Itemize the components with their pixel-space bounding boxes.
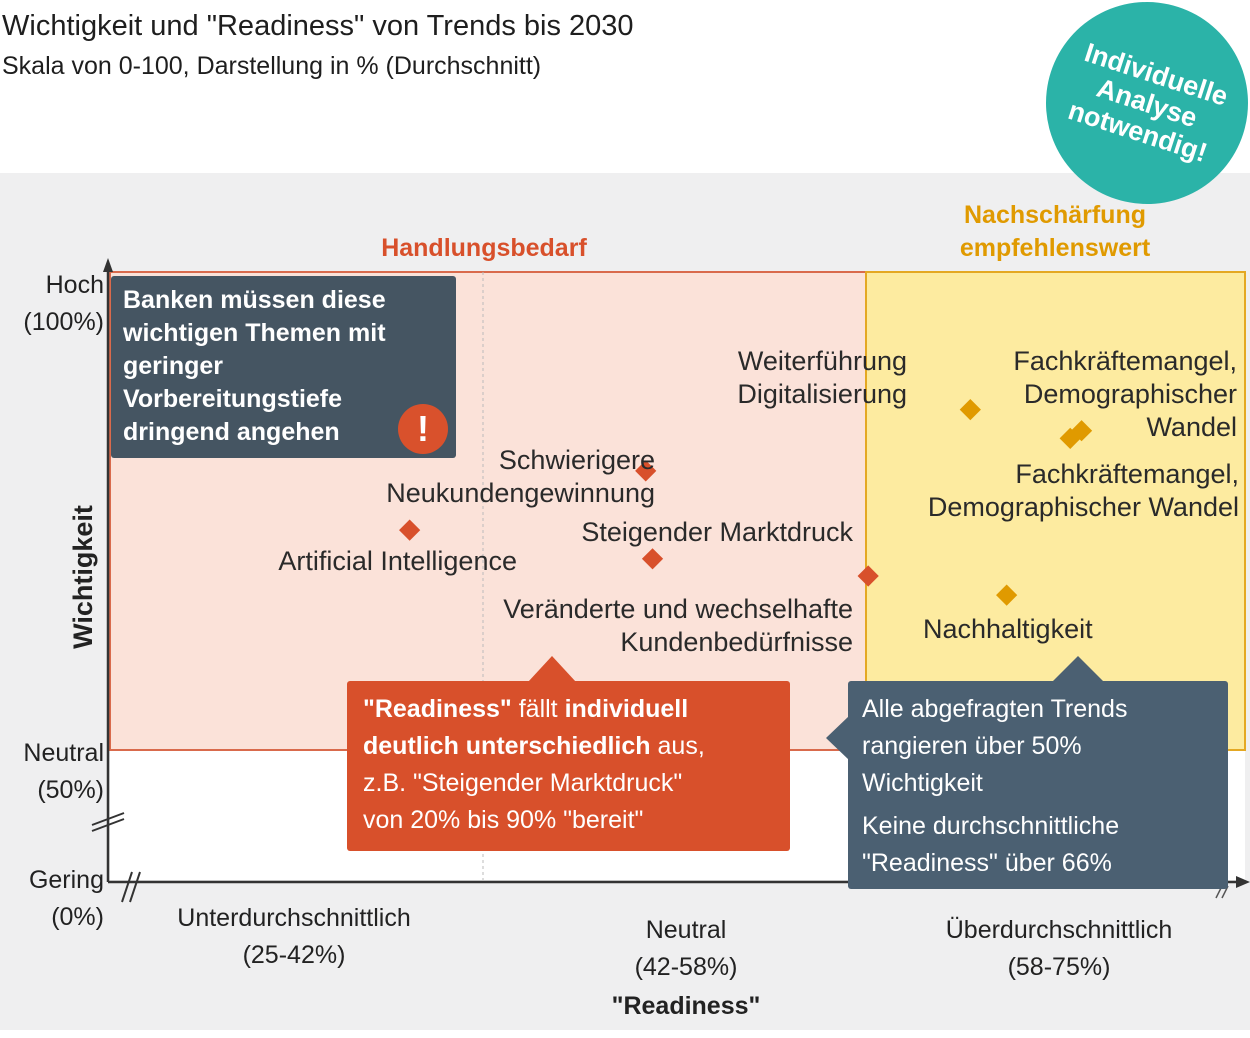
callout-line: Vorbereitungstiefe xyxy=(123,385,343,413)
trends-callout-pointer xyxy=(826,716,849,760)
trends-callout-pointer xyxy=(1052,656,1104,682)
data-point xyxy=(857,565,879,587)
readiness-callout-pointer xyxy=(528,656,576,682)
zone-label-nachschaerfung: Nachschärfung empfehlenswert xyxy=(960,201,1151,262)
callout-line: geringer xyxy=(123,352,224,380)
callout-line: von 20% bis 90% "bereit" xyxy=(363,806,644,834)
x-axis-break xyxy=(121,871,133,903)
data-point xyxy=(996,584,1018,606)
callout-text: aus, xyxy=(650,732,705,760)
data-point xyxy=(959,399,981,421)
callout-line: Keine durchschnittliche xyxy=(862,812,1120,840)
callout-bold: deutlich unterschiedlich xyxy=(363,732,651,760)
data-point xyxy=(641,548,664,570)
callout-bold: "Readiness" xyxy=(363,695,512,723)
data-point-label: Weiterführung Digitalisierung xyxy=(737,346,907,409)
y-axis-arrow xyxy=(103,258,113,272)
y-axis-title: Wichtigkeit xyxy=(68,505,98,649)
x-category-label: Überdurchschnittlich (58-75%) xyxy=(946,916,1173,981)
data-point xyxy=(635,460,657,482)
callout-line: Banken müssen diese xyxy=(123,286,386,314)
trends-callout: Alle abgefragten Trends rangieren über 5… xyxy=(848,681,1228,889)
x-axis-arrow xyxy=(1236,876,1250,888)
callout-line: Wichtigkeit xyxy=(862,769,983,797)
chart-title: Wichtigkeit und "Readiness" von Trends b… xyxy=(2,10,634,42)
y-tick-label: Hoch (100%) xyxy=(23,271,104,336)
data-point xyxy=(399,519,421,541)
x-category-label: Neutral (42-58%) xyxy=(635,916,738,981)
callout-line: Alle abgefragten Trends xyxy=(862,695,1128,723)
data-point-label: Schwierigere Neukundengewinnung xyxy=(386,445,655,508)
y-tick-label: Neutral (50%) xyxy=(23,739,104,804)
callout-text: fällt xyxy=(511,695,565,723)
callout-line: "Readiness" über 66% xyxy=(862,849,1112,877)
callout-bold: individuell xyxy=(564,695,689,723)
x-category-label: Unterdurchschnittlich (25-42%) xyxy=(177,904,410,969)
exclamation-icon: ! xyxy=(398,404,448,454)
data-point-label: Nachhaltigkeit xyxy=(923,614,1093,644)
data-point-label: Fachkräftemangel, Demographischer Wandel xyxy=(1013,346,1237,442)
callout-line: z.B. "Steigender Marktdruck" xyxy=(363,769,683,797)
data-point-label: Artificial Intelligence xyxy=(278,546,517,576)
x-axis-title: "Readiness" xyxy=(612,992,761,1020)
callout-line: wichtigen Themen mit xyxy=(123,319,386,347)
data-point-label: Fachkräftemangel, Demographischer Wandel xyxy=(928,459,1239,522)
y-tick-label: Gering (0%) xyxy=(29,866,104,931)
readiness-callout: "Readiness" fällt individuell deutlich u… xyxy=(347,681,790,851)
y-axis-break xyxy=(91,812,125,826)
x-axis-break xyxy=(129,871,141,903)
zone-label-handlungsbedarf: Handlungsbedarf xyxy=(381,234,587,262)
data-point-label: Steigender Marktdruck xyxy=(581,517,853,547)
chart-subtitle: Skala von 0-100, Darstellung in % (Durch… xyxy=(2,52,542,80)
callout-line: rangieren über 50% xyxy=(862,732,1082,760)
callout-line: dringend angehen xyxy=(123,418,340,446)
data-point-label: Veränderte und wechselhafte Kundenbedürfn… xyxy=(503,594,853,657)
y-axis-break xyxy=(91,818,125,832)
